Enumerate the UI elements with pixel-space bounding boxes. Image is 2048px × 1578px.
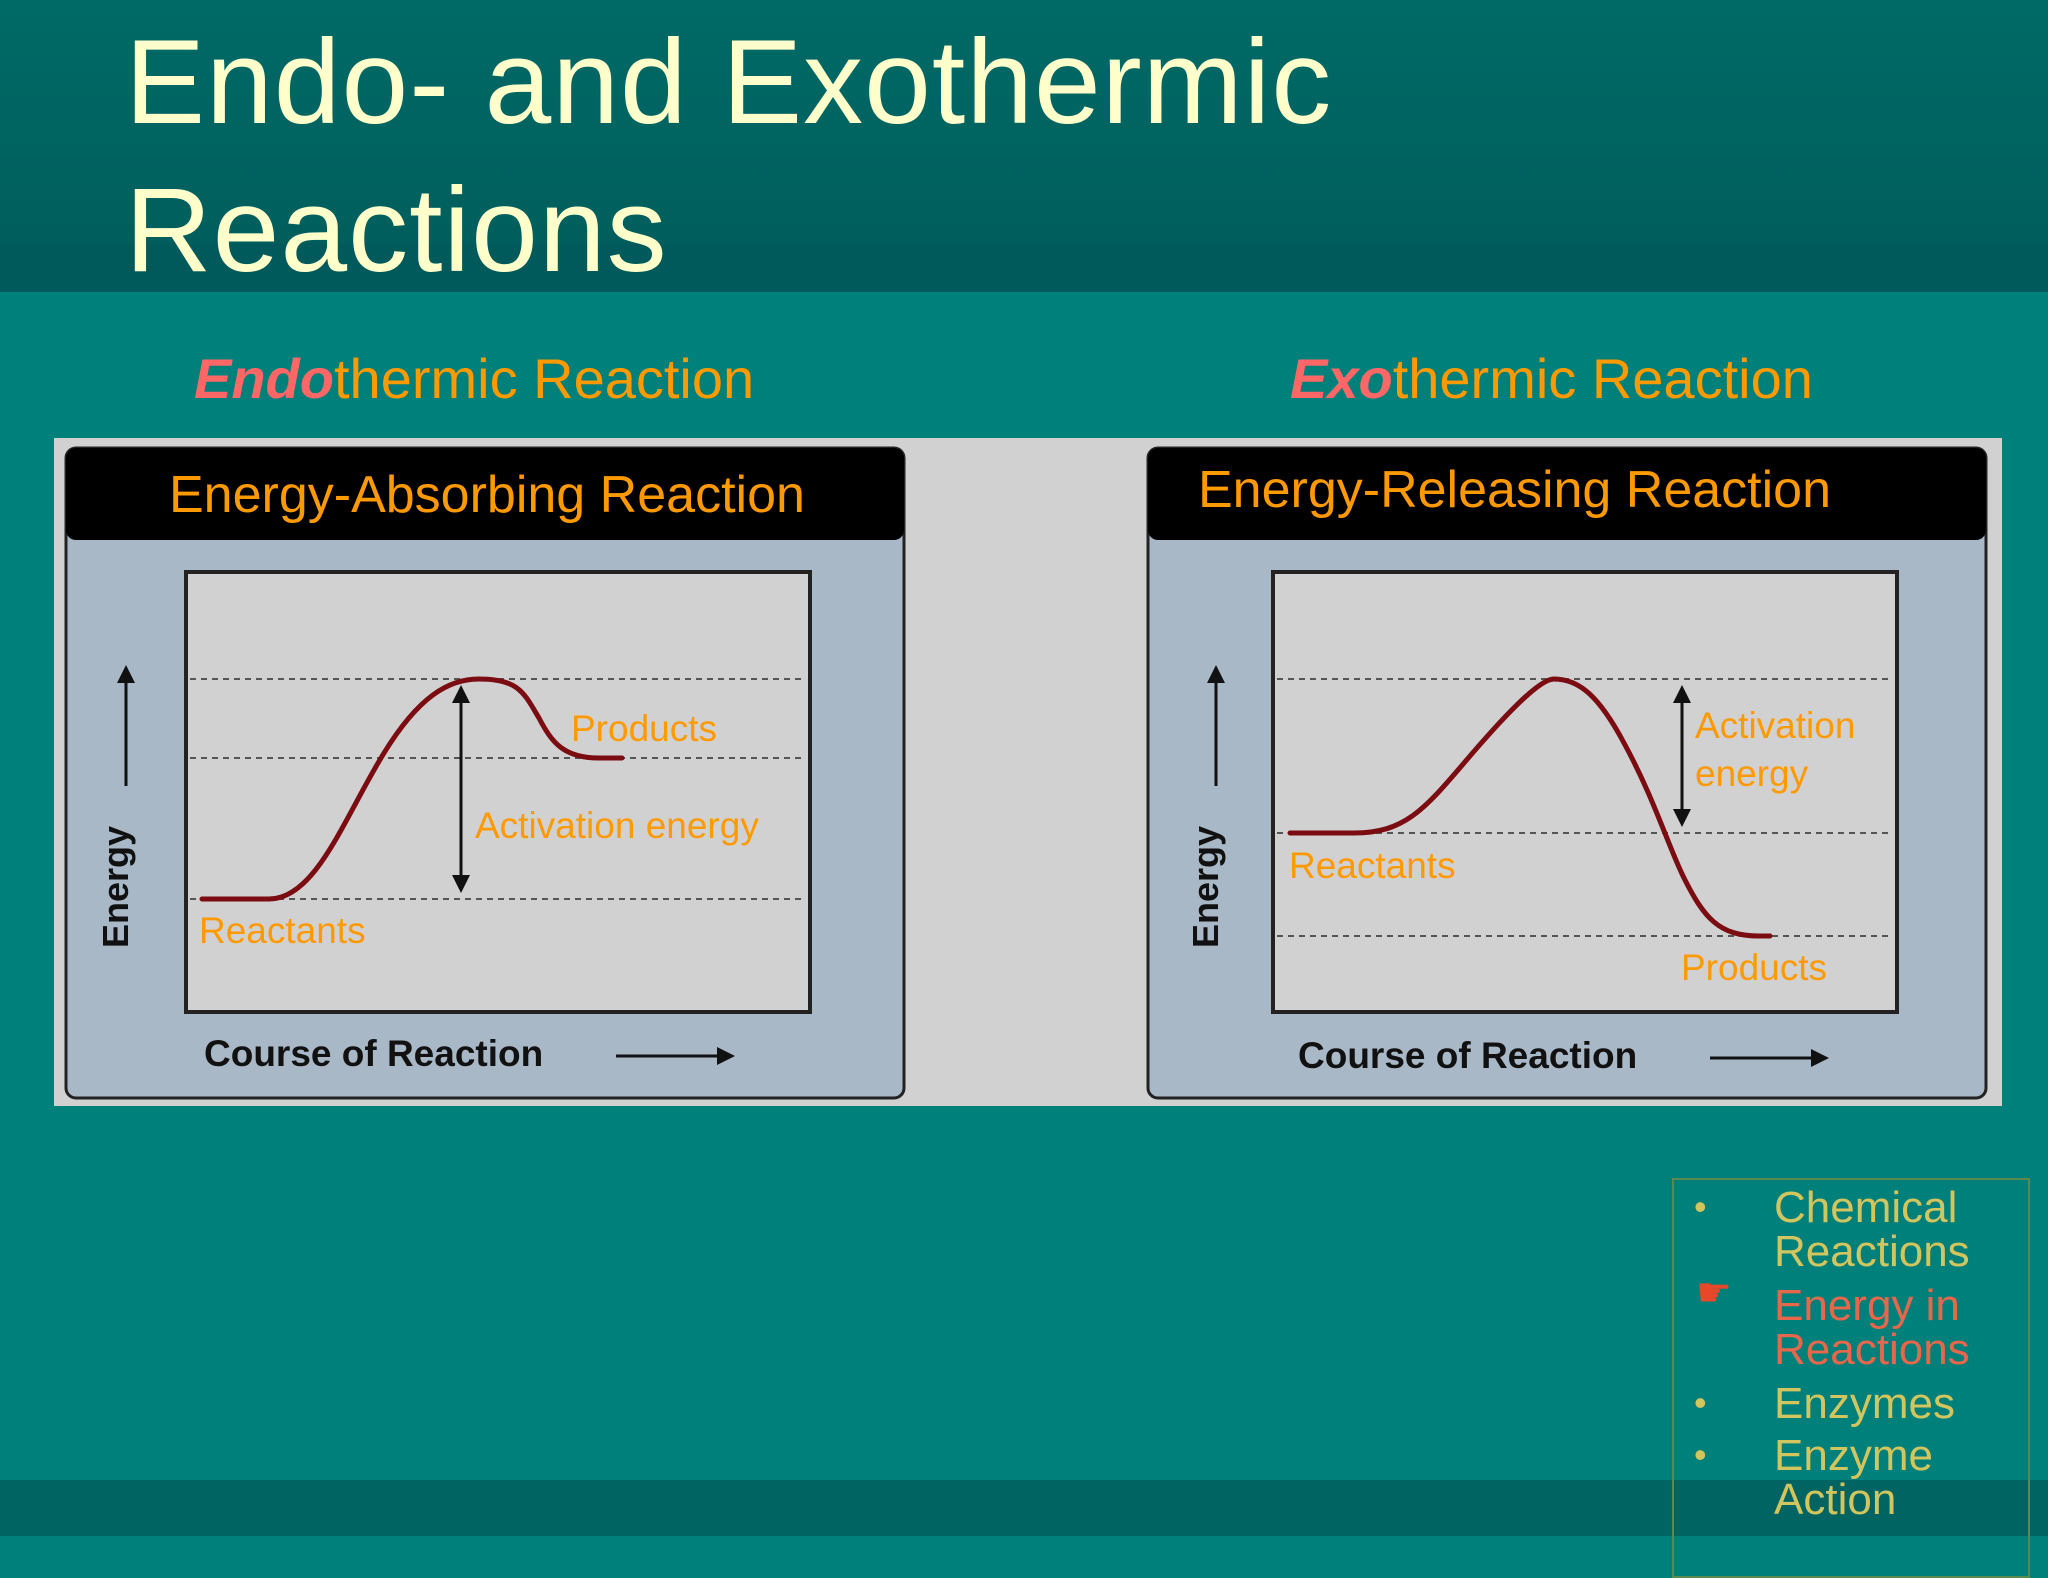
exothermic-activation-label-line1: Activation	[1695, 705, 1855, 746]
exothermic-products-label: Products	[1681, 947, 1827, 988]
endothermic-products-label: Products	[571, 708, 717, 749]
exothermic-heading: Exothermic Reaction	[1290, 346, 1813, 411]
exothermic-activation-label-line2: energy	[1695, 753, 1809, 794]
endothermic-plot-area	[184, 570, 812, 1014]
pointing-hand-icon: ☛	[1696, 1271, 1732, 1315]
lesson-navigation: • Chemical Reactions ☛ Energy in Reactio…	[1672, 1178, 2030, 1578]
bullet-icon: •	[1694, 1434, 1707, 1475]
nav-item-enzymes[interactable]: Enzymes	[1774, 1382, 2024, 1426]
nav-item-line: Energy in	[1774, 1281, 1960, 1330]
exothermic-banner	[1148, 448, 1986, 540]
exothermic-diagram: Energy-Releasing Reaction Activation ene…	[1146, 446, 1988, 1100]
endothermic-reactants-label: Reactants	[199, 910, 366, 951]
exothermic-energy-curve	[1287, 676, 1773, 939]
title-bar	[0, 0, 2048, 292]
endothermic-heading: Endothermic Reaction	[194, 346, 754, 411]
nav-item-chemical-reactions[interactable]: Chemical Reactions	[1774, 1186, 2024, 1274]
endothermic-diagram: Energy-Absorbing Reaction Products Activ…	[64, 446, 906, 1100]
endothermic-banner-text: Energy-Absorbing Reaction	[169, 466, 805, 524]
exothermic-plot-area	[1271, 570, 1899, 1014]
endothermic-activation-label: Activation energy	[475, 805, 759, 846]
nav-item-line: Reactions	[1774, 1227, 1970, 1276]
endothermic-x-axis-label: Course of Reaction	[204, 1033, 543, 1074]
bullet-icon: •	[1694, 1186, 1707, 1227]
nav-item-line: Enzyme	[1774, 1431, 1933, 1480]
footer-bar	[0, 1480, 2048, 1536]
exothermic-banner-text: Energy-Releasing Reaction	[1198, 461, 1831, 519]
exothermic-x-axis-label: Course of Reaction	[1298, 1035, 1637, 1076]
exothermic-heading-rest: thermic Reaction	[1392, 347, 1813, 410]
endothermic-y-axis-label: Energy	[95, 826, 136, 948]
slide-title: Endo- and Exothermic Reactions	[125, 15, 1333, 297]
endothermic-banner	[66, 448, 904, 540]
exothermic-heading-emphasis: Exo	[1290, 347, 1393, 410]
energy-diagrams-figure: Energy-Absorbing Reaction Products Activ…	[54, 438, 2002, 1106]
nav-item-line: Enzymes	[1774, 1379, 1955, 1428]
nav-item-line: Reactions	[1774, 1325, 1970, 1374]
nav-item-enzyme-action[interactable]: Enzyme Action	[1774, 1434, 2024, 1522]
exothermic-reactants-label: Reactants	[1289, 845, 1456, 886]
nav-item-energy-in-reactions[interactable]: Energy in Reactions	[1774, 1284, 2024, 1372]
exothermic-y-axis-label: Energy	[1185, 826, 1226, 948]
nav-item-line: Action	[1774, 1475, 1897, 1524]
bullet-icon: •	[1694, 1382, 1707, 1423]
title-bar-band	[0, 244, 2048, 292]
endothermic-heading-rest: thermic Reaction	[333, 347, 755, 410]
endothermic-energy-curve	[199, 676, 625, 902]
nav-item-line: Chemical	[1774, 1183, 1958, 1232]
endothermic-heading-emphasis: Endo	[194, 347, 334, 410]
